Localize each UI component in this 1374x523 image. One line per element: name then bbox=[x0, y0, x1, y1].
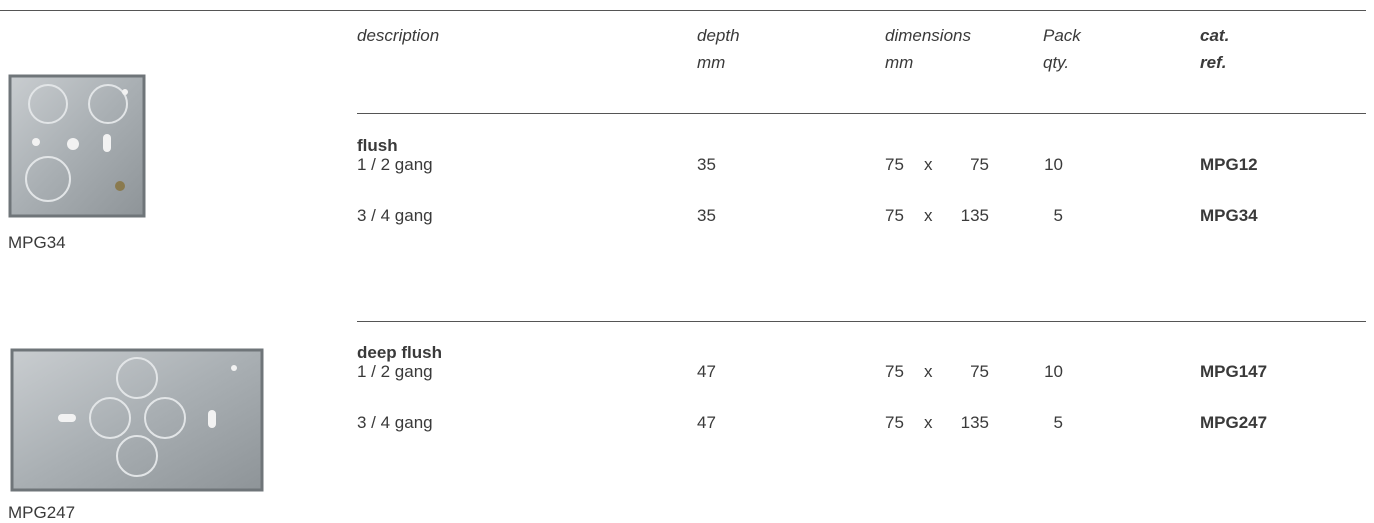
header-label: mm bbox=[697, 53, 726, 72]
header-label: qty. bbox=[1043, 53, 1070, 72]
separator: x bbox=[924, 362, 933, 381]
width: 75 bbox=[885, 413, 904, 432]
cat-ref: MPG34 bbox=[1200, 206, 1258, 225]
header-label: cat. bbox=[1200, 26, 1230, 45]
header-label: ref. bbox=[1200, 53, 1227, 72]
header-label: depth bbox=[697, 26, 740, 45]
cat-ref: MPG247 bbox=[1200, 413, 1268, 432]
header-label: Pack bbox=[1043, 26, 1081, 45]
height: 135 bbox=[960, 206, 989, 225]
image-caption: MPG34 bbox=[8, 233, 66, 252]
section-title: flush bbox=[357, 136, 398, 155]
pack-qty: 5 bbox=[1053, 413, 1063, 432]
width: 75 bbox=[885, 155, 904, 174]
width: 75 bbox=[885, 206, 904, 225]
separator: x bbox=[924, 413, 933, 432]
cat-ref: MPG147 bbox=[1200, 362, 1268, 381]
product-image-mpg247 bbox=[10, 348, 264, 492]
description: 1 / 2 gang bbox=[357, 362, 433, 381]
height: 75 bbox=[970, 155, 989, 174]
top-rule bbox=[0, 10, 1366, 11]
separator: x bbox=[924, 206, 933, 225]
height: 75 bbox=[970, 362, 989, 381]
image-caption: MPG247 bbox=[8, 503, 76, 522]
height: 135 bbox=[960, 413, 989, 432]
header-rule bbox=[357, 113, 1366, 114]
header-label: description bbox=[357, 26, 440, 45]
section-title: deep flush bbox=[357, 343, 443, 362]
description: 3 / 4 gang bbox=[357, 413, 433, 432]
description: 3 / 4 gang bbox=[357, 206, 433, 225]
description: 1 / 2 gang bbox=[357, 155, 433, 174]
width: 75 bbox=[885, 362, 904, 381]
depth: 35 bbox=[697, 155, 716, 174]
product-image-mpg34 bbox=[8, 74, 146, 218]
pack-qty: 5 bbox=[1053, 206, 1063, 225]
header-label: mm bbox=[885, 53, 914, 72]
pack-qty: 10 bbox=[1044, 155, 1063, 174]
depth: 47 bbox=[697, 413, 716, 432]
section-rule bbox=[357, 321, 1366, 322]
header-label: dimensions bbox=[885, 26, 971, 45]
separator: x bbox=[924, 155, 933, 174]
pack-qty: 10 bbox=[1044, 362, 1063, 381]
depth: 47 bbox=[697, 362, 716, 381]
depth: 35 bbox=[697, 206, 716, 225]
cat-ref: MPG12 bbox=[1200, 155, 1258, 174]
